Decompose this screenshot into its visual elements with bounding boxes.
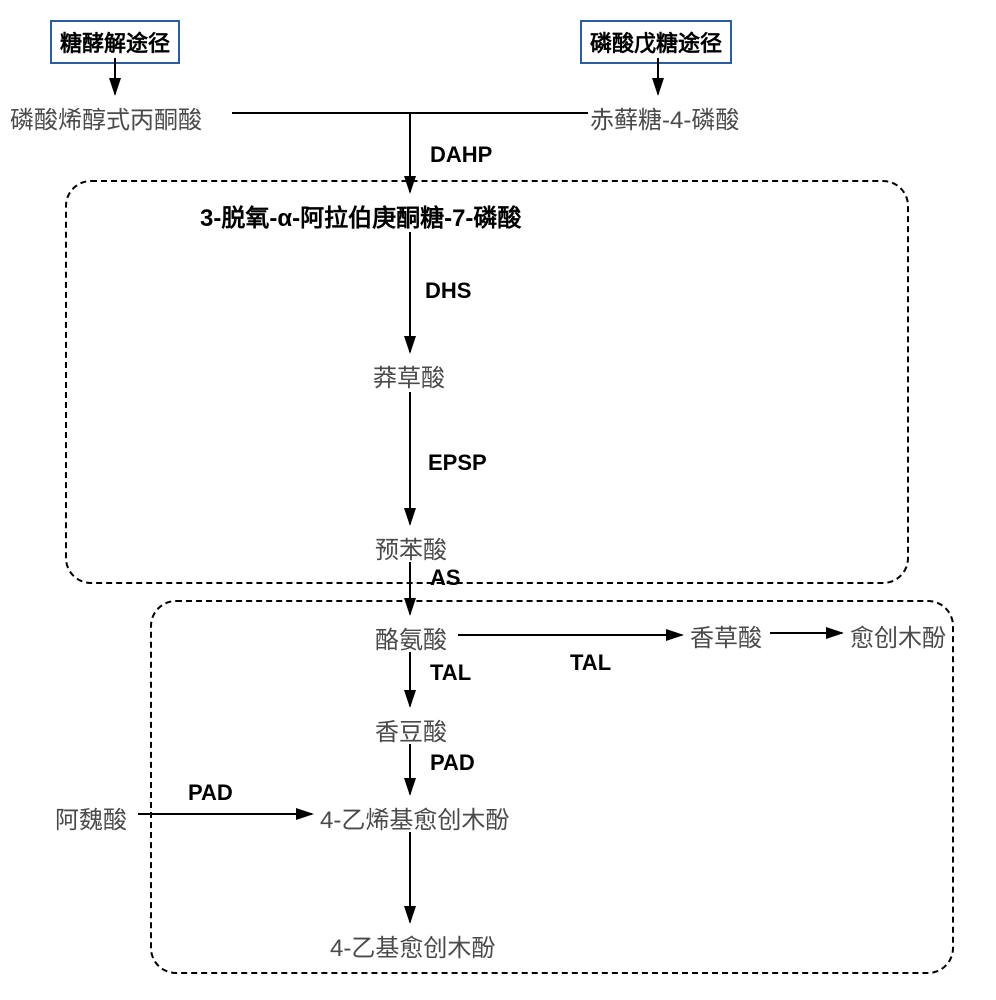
pentose-box: 磷酸戊糖途径 xyxy=(580,20,732,64)
pathway-diagram: 糖酵解途径 磷酸戊糖途径 磷酸烯醇式丙酮酸 赤藓糖-4-磷酸 DAHP 3-脱氧… xyxy=(10,10,986,990)
dahp-enzyme: DAHP xyxy=(430,142,492,168)
e4p-compound: 赤藓糖-4-磷酸 xyxy=(590,100,739,135)
pep-compound: 磷酸烯醇式丙酮酸 xyxy=(10,100,202,135)
ferulic-compound: 阿魏酸 xyxy=(55,800,127,835)
dashed-box-upper xyxy=(65,180,909,584)
glycolysis-box: 糖酵解途径 xyxy=(50,20,180,64)
dashed-box-lower xyxy=(150,600,954,974)
